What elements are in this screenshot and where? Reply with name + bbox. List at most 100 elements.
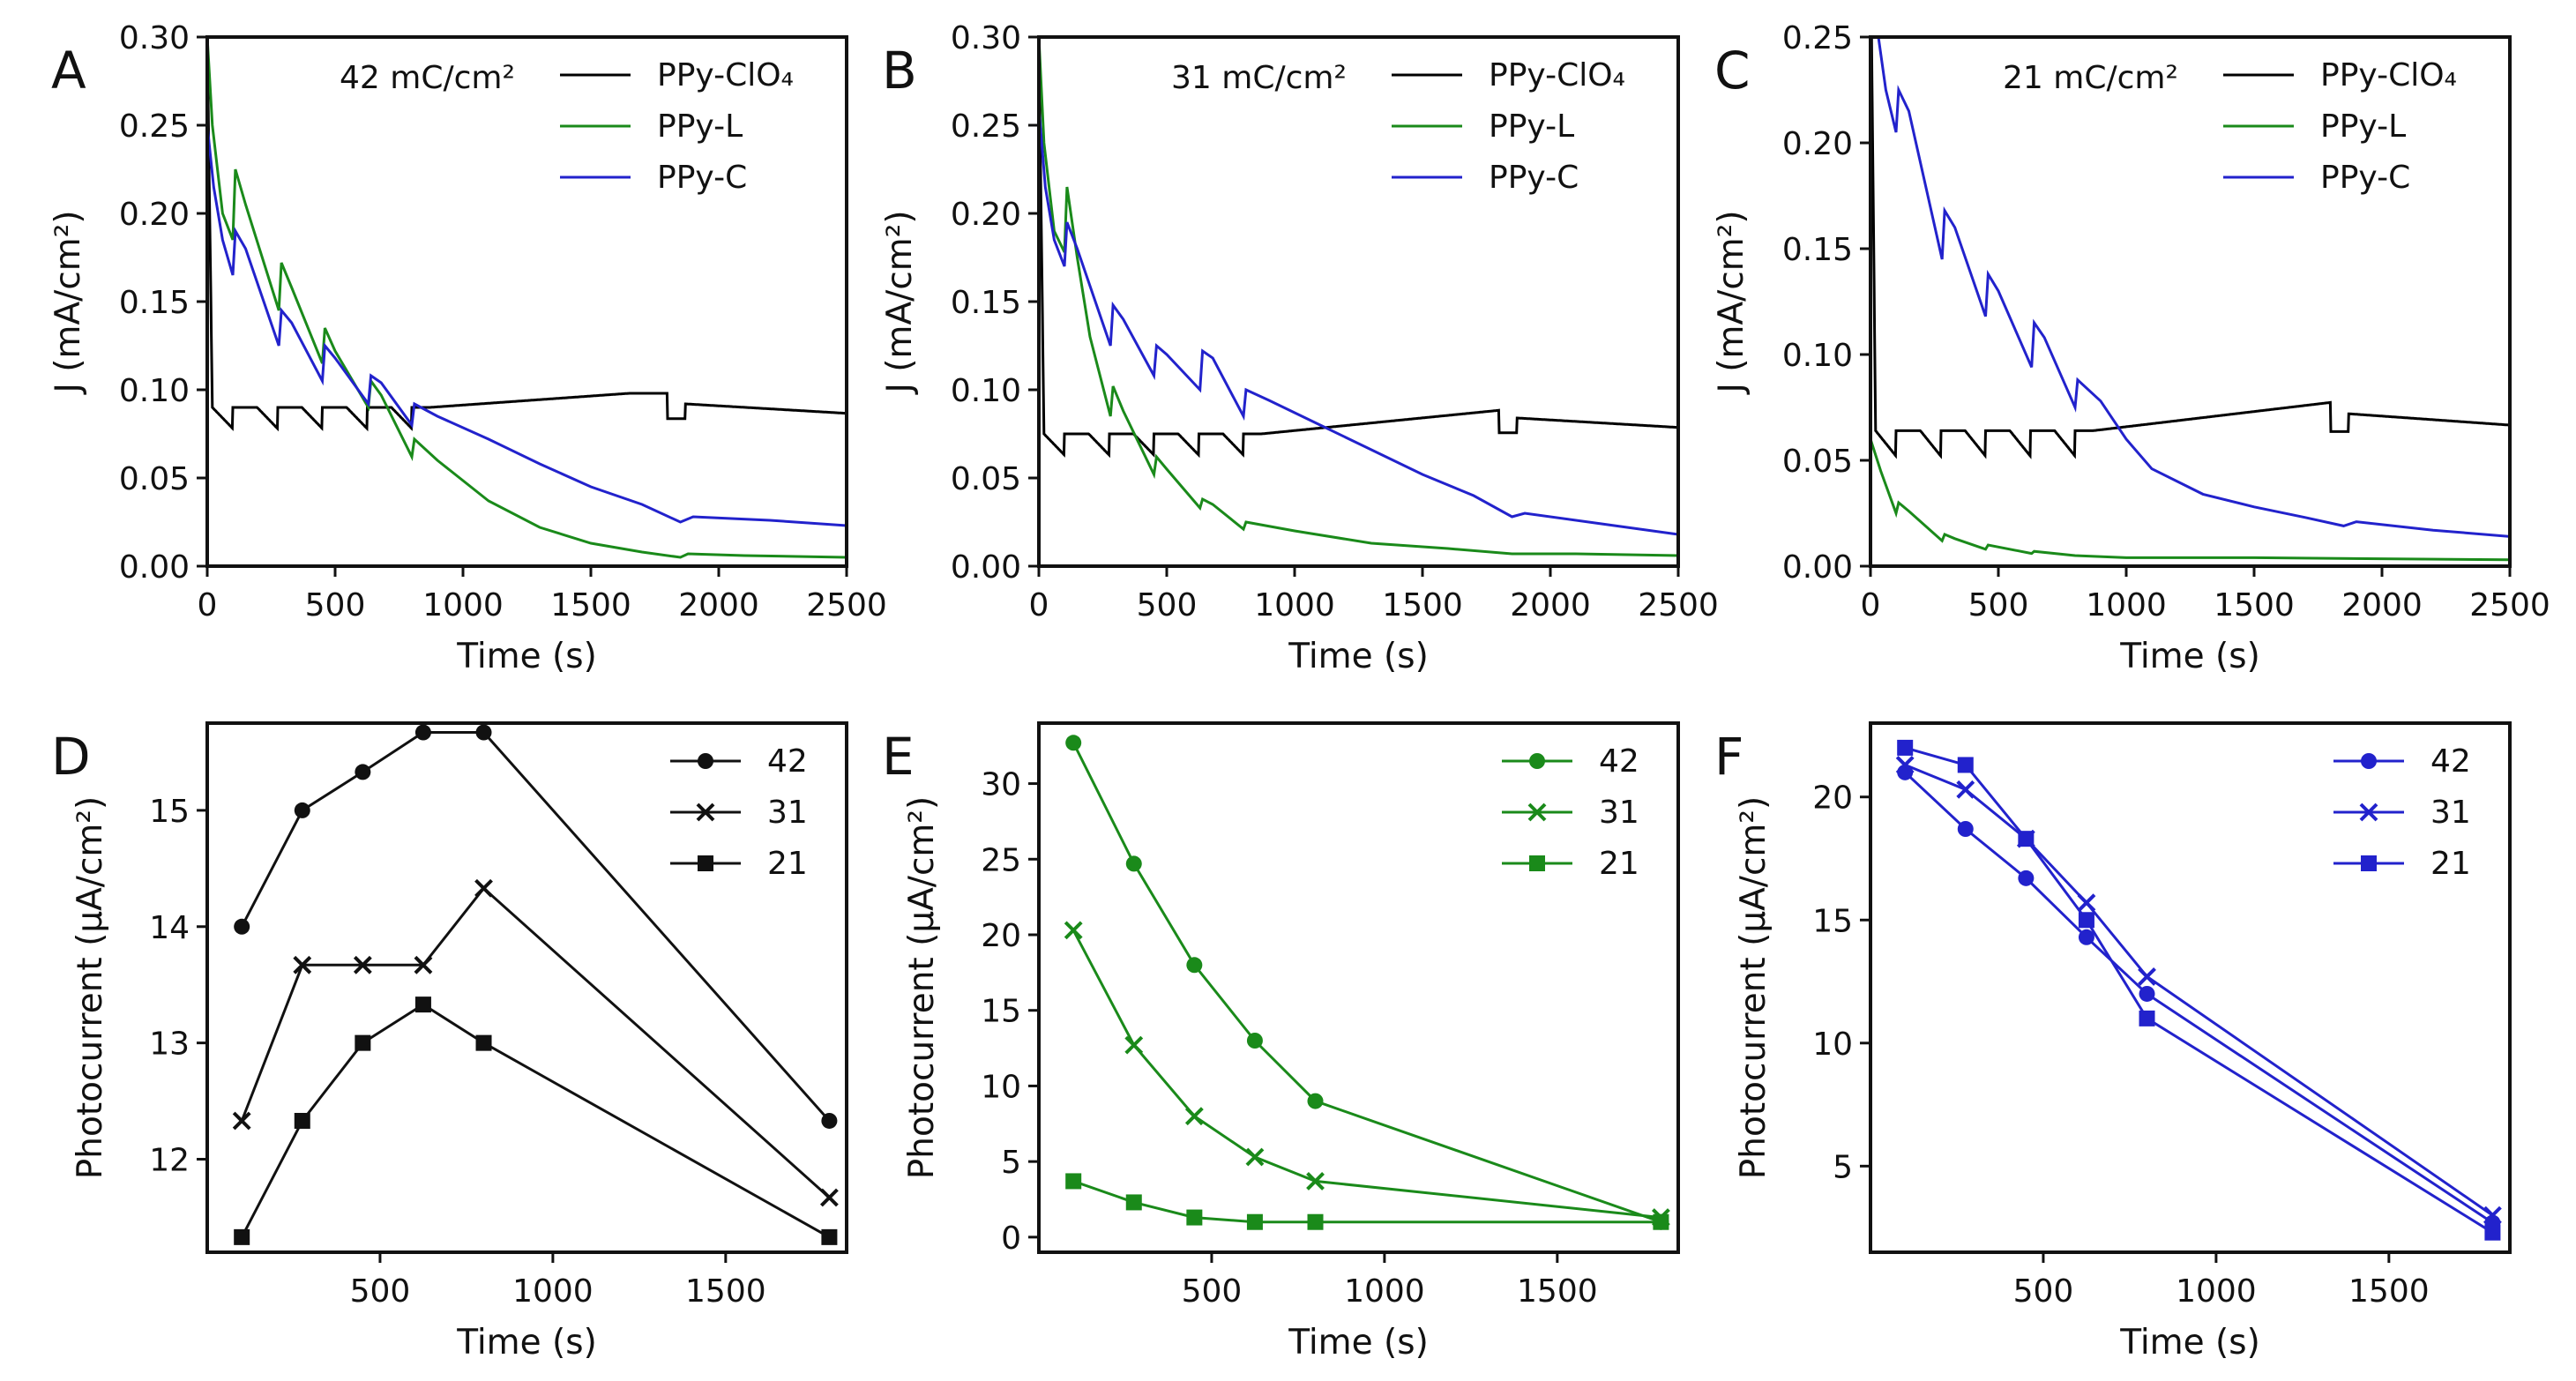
data-point-circle	[2078, 929, 2094, 945]
y-tick-label: 0.25	[951, 108, 1021, 145]
data-point-square	[234, 1228, 250, 1245]
x-tick-label: 500	[305, 587, 366, 623]
data-point-square	[1186, 1209, 1203, 1226]
legend-label: PPy-ClO₄	[2320, 57, 2457, 93]
legend-label: PPy-ClO₄	[657, 57, 794, 93]
y-tick-label: 0.25	[1782, 20, 1853, 56]
series-line-ppy-clo-	[1870, 37, 2510, 459]
data-point-circle	[2139, 985, 2155, 1002]
series-line-ppy-c	[1877, 37, 2510, 538]
x-tick-label: 0	[1861, 587, 1881, 623]
x-tick-label: 1000	[1344, 1273, 1425, 1310]
data-point-square	[294, 1112, 310, 1129]
data-point-circle	[414, 724, 431, 741]
series-line-ppy-l	[207, 37, 847, 559]
x-axis-label: Time (s)	[456, 1323, 597, 1362]
y-tick-label: 0.05	[951, 461, 1021, 497]
panel-letter-a: A	[51, 41, 86, 101]
legend-label: PPy-L	[2320, 108, 2406, 145]
series-group	[1071, 742, 1661, 1224]
x-axis-label: Time (s)	[456, 637, 597, 676]
legend-label: 21	[1599, 846, 1639, 882]
data-point-circle	[475, 724, 492, 741]
data-point-circle	[1065, 735, 1082, 751]
charge-density-annotation: 31 mC/cm²	[1171, 60, 1347, 96]
x-axis-label: Time (s)	[1288, 1323, 1429, 1362]
data-point-x	[1306, 1172, 1325, 1191]
data-point-square	[1246, 1213, 1263, 1230]
x-tick-label: 1500	[1382, 587, 1463, 623]
legend-label: 42	[2430, 743, 2471, 780]
data-point-square	[1897, 739, 1914, 756]
legend-marker-circle	[1529, 753, 1545, 769]
legend-label: 31	[1599, 795, 1639, 831]
data-point-circle	[1186, 957, 1203, 974]
x-tick-label: 0	[1029, 587, 1049, 623]
y-tick-label: 25	[981, 842, 1021, 878]
panel-letter-d: D	[51, 727, 91, 787]
y-tick-label: 0.20	[119, 197, 190, 233]
data-point-square	[2484, 1224, 2501, 1241]
panel-d: D 500 1000 1500 12 13 14 15 Time (s) Photocurrent…	[51, 721, 848, 1362]
y-tick-label: 10	[981, 1069, 1021, 1105]
x-tick-label: 1000	[422, 587, 504, 623]
x-tick-label: 2500	[806, 587, 887, 623]
data-point-square	[355, 1034, 371, 1051]
series-line-42	[1071, 742, 1661, 1224]
x-tick-label: 0	[198, 587, 218, 623]
y-axis-label: J (mA/cm²)	[49, 210, 88, 395]
data-point-x	[819, 1188, 839, 1207]
plot-frame	[1037, 721, 1680, 1254]
x-tick-label: 1000	[1254, 587, 1335, 623]
series-line-ppy-l	[1870, 438, 2510, 562]
data-point-x	[353, 955, 372, 974]
data-point-x	[1124, 1035, 1144, 1055]
legend-label: 31	[767, 795, 808, 831]
y-tick-label: 5	[1001, 1145, 1021, 1181]
y-tick-label: 0	[1001, 1221, 1021, 1257]
legend-marker-circle	[2361, 753, 2377, 769]
data-point-circle	[1957, 821, 1974, 837]
legend-label: 42	[767, 743, 808, 780]
charge-density-annotation: 21 mC/cm²	[2003, 60, 2178, 96]
legend-label: 31	[2430, 795, 2471, 831]
y-tick-label: 15	[981, 994, 1021, 1030]
y-axis-label: J (mA/cm²)	[880, 210, 920, 395]
series-group	[1039, 37, 1678, 557]
x-tick-label: 1000	[512, 1273, 594, 1310]
y-tick-label: 10	[1812, 1026, 1853, 1063]
series-line-31	[1071, 929, 1661, 1220]
legend-label: PPy-L	[1489, 108, 1574, 145]
y-tick-label: 5	[1833, 1149, 1853, 1185]
series-line-ppy-l	[1039, 37, 1678, 557]
series-line-ppy-c	[207, 124, 847, 527]
y-axis-label: Photocurrent (μA/cm²)	[1734, 796, 1773, 1179]
panel-letter-e: E	[882, 727, 915, 787]
series-group	[240, 731, 831, 1239]
data-point-x	[2077, 893, 2096, 913]
data-point-circle	[1246, 1033, 1263, 1049]
x-tick-label: 1500	[2348, 1273, 2430, 1310]
plot-frame	[1869, 721, 2512, 1254]
legend-label: 21	[767, 846, 808, 882]
x-tick-label: 1500	[1517, 1273, 1598, 1310]
panel-b: B 0 500 1000 1500 2000 2500 0.00 0.05 0.10 0.15 0.2…	[880, 20, 1719, 676]
series-group	[1904, 746, 2494, 1234]
series-group	[1870, 37, 2510, 562]
legend-label: PPy-C	[2320, 160, 2410, 196]
x-axis-label: Time (s)	[2119, 637, 2260, 676]
x-tick-label: 1500	[550, 587, 631, 623]
data-point-x	[232, 1111, 251, 1131]
y-tick-label: 0.05	[1782, 444, 1853, 480]
plot-frame	[205, 35, 848, 568]
legend-label: 21	[2430, 846, 2471, 882]
y-tick-label: 0.15	[119, 285, 190, 321]
y-tick-label: 0.10	[951, 373, 1021, 409]
y-tick-label: 0.30	[951, 20, 1021, 56]
legend-marker-x	[2359, 802, 2378, 822]
plot-frame	[1869, 35, 2512, 568]
y-tick-label: 0.25	[119, 108, 190, 145]
data-point-x	[1064, 921, 1083, 940]
y-tick-label: 0.10	[1782, 338, 1853, 374]
plot-frame	[1037, 35, 1680, 568]
